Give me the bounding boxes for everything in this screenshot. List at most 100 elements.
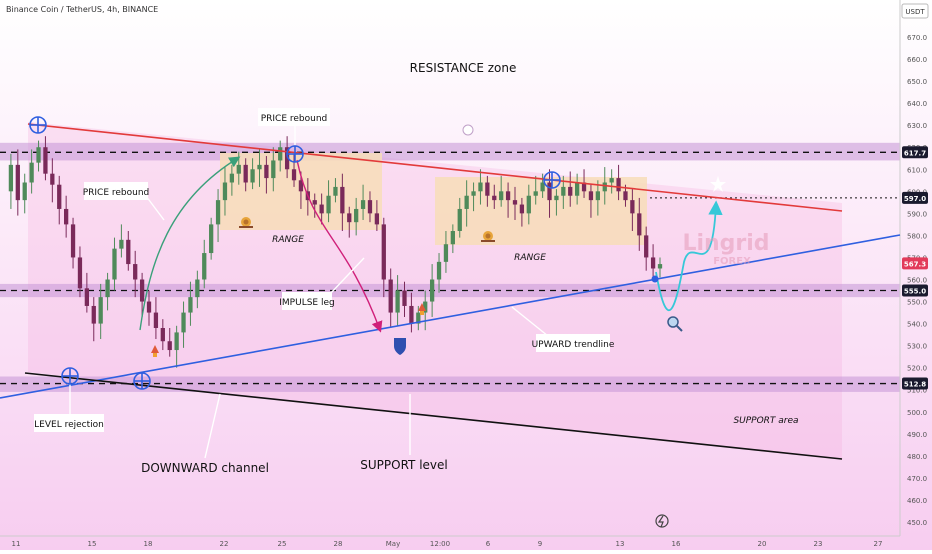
candle-body: [139, 279, 145, 302]
candle-body: [485, 182, 490, 196]
candle-body: [181, 312, 186, 333]
candle-body: [492, 195, 497, 201]
candle-body: [291, 169, 297, 181]
x-tick-label: 20: [758, 540, 767, 548]
candle-body: [450, 231, 455, 245]
label-upward-trendline: UPWARD trendline: [532, 334, 615, 352]
candle-body: [340, 186, 345, 214]
symbol-header: Binance Coin / TetherUS, 4h, BINANCE: [6, 5, 158, 14]
candle-body: [588, 191, 594, 201]
impulse-curve-arrow: [296, 159, 383, 333]
candle-body: [284, 147, 290, 170]
x-tick-label: 25: [278, 540, 287, 548]
candle-body: [271, 160, 276, 179]
zone-resistance: [0, 142, 900, 161]
circle-marker-icon: [286, 145, 304, 163]
y-tick-label: 550.0: [907, 299, 927, 307]
candle-body: [298, 180, 304, 192]
horizontal-levels: [0, 151, 900, 385]
candle-body: [423, 301, 428, 313]
rocket-icon: [151, 345, 159, 357]
resistance-line: [27, 123, 843, 212]
label-range-2: RANGE: [514, 253, 546, 263]
svg-text:UPWARD trendline: UPWARD trendline: [532, 340, 615, 350]
watermark-sub: FOREX: [713, 256, 751, 267]
y-tick-label: 560.0: [907, 277, 927, 285]
x-tick-label: 13: [616, 540, 625, 548]
candle-body: [395, 290, 400, 313]
candle-body: [84, 288, 90, 306]
candle-body: [174, 332, 179, 351]
label-price-rebound-top: PRICE rebound: [258, 108, 330, 126]
candle-body: [167, 341, 172, 351]
candle-body: [112, 248, 117, 280]
candle-body: [333, 186, 338, 196]
candle-body: [229, 173, 235, 183]
candle-body: [630, 200, 635, 214]
candle-body: [98, 297, 103, 324]
candle-body: [146, 301, 152, 313]
candle-body: [8, 164, 14, 192]
y-tick-label: 590.0: [907, 210, 927, 218]
candle-body: [409, 305, 414, 324]
y-tick-label: 580.0: [907, 232, 927, 240]
candle-body: [436, 261, 442, 280]
y-tick-label: 460.0: [907, 497, 927, 505]
candle-body: [568, 186, 573, 196]
x-tick-label: 16: [672, 540, 681, 548]
candle-body: [91, 305, 96, 324]
candle-body: [160, 328, 165, 342]
y-tick-label: 640.0: [907, 100, 927, 108]
pointer-downward-channel: [204, 393, 221, 459]
candle-body: [561, 186, 566, 196]
x-tick-label: 11: [12, 540, 21, 548]
candle-body: [443, 244, 449, 262]
currency-badge[interactable]: USDT: [901, 3, 929, 19]
label-support-level: SUPPORT level: [360, 458, 447, 472]
label-downward-channel: DOWNWARD channel: [141, 461, 269, 475]
candle-body: [50, 173, 55, 185]
candle-body: [595, 191, 600, 201]
candle-body: [209, 224, 214, 254]
circle-marker-icon: [543, 171, 561, 189]
candle-body: [354, 208, 359, 223]
svg-text:512.8: 512.8: [904, 381, 926, 389]
y-tick-label: 480.0: [907, 453, 927, 461]
label-support-area: SUPPORT area: [733, 416, 798, 426]
candle-body: [657, 264, 663, 269]
candle-body: [519, 204, 525, 214]
candle-body: [429, 279, 435, 302]
y-tick-label: 660.0: [907, 56, 927, 64]
y-tick-label: 490.0: [907, 431, 927, 439]
candle-body: [547, 182, 552, 201]
candle-body: [257, 164, 262, 170]
pointer-price-rebound-left: [145, 195, 165, 221]
candle-body: [533, 191, 538, 196]
zone-support: [0, 376, 900, 392]
magnifier-icon: [667, 316, 683, 332]
projection-path: [655, 200, 723, 312]
candle-body: [360, 200, 366, 209]
x-tick-label: 9: [538, 540, 542, 548]
candle-body: [222, 182, 228, 201]
watermark-brand: Lingrid: [682, 231, 769, 256]
y-tick-label: 520.0: [907, 365, 927, 373]
candle-body: [243, 164, 248, 183]
candle-body: [319, 204, 324, 214]
hand-icon: [462, 124, 474, 136]
candle-body: [464, 195, 469, 209]
candle-body: [644, 235, 649, 258]
price-tag: 567.3: [902, 257, 928, 270]
shield-icon: [394, 338, 406, 355]
candle-body: [119, 239, 124, 249]
label-resistance-zone: RESISTANCE zone: [410, 61, 517, 75]
svg-text:PRICE rebound: PRICE rebound: [83, 188, 150, 198]
price-tags: 617.7 597.0 567.3 555.0 512.8: [902, 146, 928, 390]
candle-body: [609, 178, 614, 183]
rebound-curve-arrow: [139, 156, 241, 331]
price-tag: 597.0: [902, 191, 928, 204]
y-tick-label: 650.0: [907, 78, 927, 86]
svg-text:USDT: USDT: [905, 8, 925, 16]
candle-body: [623, 191, 628, 201]
candle-body: [153, 312, 159, 328]
